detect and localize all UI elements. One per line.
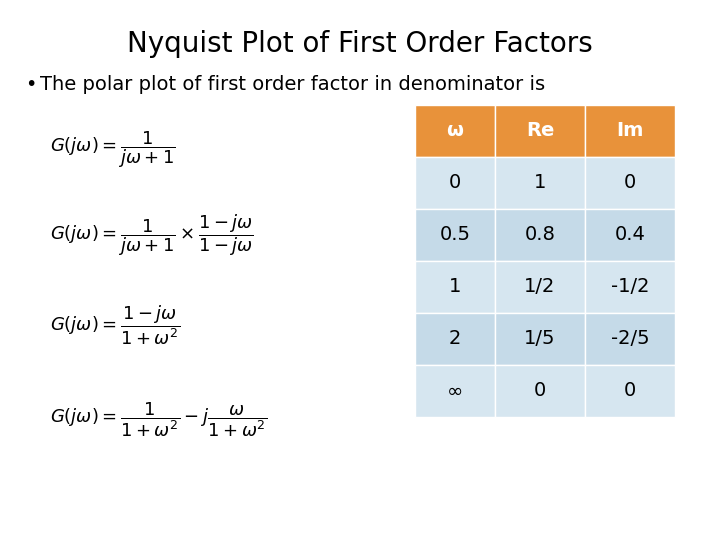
Text: 1/2: 1/2 [524, 278, 556, 296]
Text: 0.4: 0.4 [615, 226, 645, 245]
FancyBboxPatch shape [585, 365, 675, 417]
FancyBboxPatch shape [415, 365, 495, 417]
FancyBboxPatch shape [585, 313, 675, 365]
FancyBboxPatch shape [495, 157, 585, 209]
Text: ω: ω [446, 122, 464, 140]
FancyBboxPatch shape [415, 157, 495, 209]
FancyBboxPatch shape [415, 209, 495, 261]
Text: -2/5: -2/5 [611, 329, 649, 348]
Text: $G(j\omega) = \dfrac{1-j\omega}{1+\omega^2}$: $G(j\omega) = \dfrac{1-j\omega}{1+\omega… [50, 303, 180, 347]
FancyBboxPatch shape [585, 261, 675, 313]
Text: 0: 0 [449, 173, 461, 192]
Text: Re: Re [526, 122, 554, 140]
Text: The polar plot of first order factor in denominator is: The polar plot of first order factor in … [40, 75, 545, 94]
Text: Im: Im [616, 122, 644, 140]
Text: 1: 1 [449, 278, 462, 296]
Text: 1: 1 [534, 173, 546, 192]
Text: 1/5: 1/5 [524, 329, 556, 348]
Text: 0: 0 [624, 173, 636, 192]
Text: $G(j\omega) = \dfrac{1}{j\omega+1}$: $G(j\omega) = \dfrac{1}{j\omega+1}$ [50, 130, 176, 170]
FancyBboxPatch shape [495, 365, 585, 417]
Text: $G(j\omega) = \dfrac{1}{1+\omega^2} - j\dfrac{\omega}{1+\omega^2}$: $G(j\omega) = \dfrac{1}{1+\omega^2} - j\… [50, 401, 267, 440]
Text: 0: 0 [624, 381, 636, 401]
Text: •: • [25, 75, 37, 94]
Text: $G(j\omega) = \dfrac{1}{j\omega+1} \times \dfrac{1-j\omega}{1-j\omega}$: $G(j\omega) = \dfrac{1}{j\omega+1} \time… [50, 212, 253, 258]
FancyBboxPatch shape [585, 157, 675, 209]
Text: 0.5: 0.5 [439, 226, 470, 245]
FancyBboxPatch shape [415, 313, 495, 365]
FancyBboxPatch shape [495, 209, 585, 261]
FancyBboxPatch shape [585, 209, 675, 261]
FancyBboxPatch shape [415, 105, 495, 157]
Text: 0: 0 [534, 381, 546, 401]
Text: -1/2: -1/2 [611, 278, 649, 296]
Text: Nyquist Plot of First Order Factors: Nyquist Plot of First Order Factors [127, 30, 593, 58]
FancyBboxPatch shape [415, 261, 495, 313]
FancyBboxPatch shape [495, 313, 585, 365]
FancyBboxPatch shape [585, 105, 675, 157]
FancyBboxPatch shape [495, 261, 585, 313]
Text: 0.8: 0.8 [525, 226, 555, 245]
Text: ∞: ∞ [447, 381, 463, 401]
Text: 2: 2 [449, 329, 462, 348]
FancyBboxPatch shape [495, 105, 585, 157]
